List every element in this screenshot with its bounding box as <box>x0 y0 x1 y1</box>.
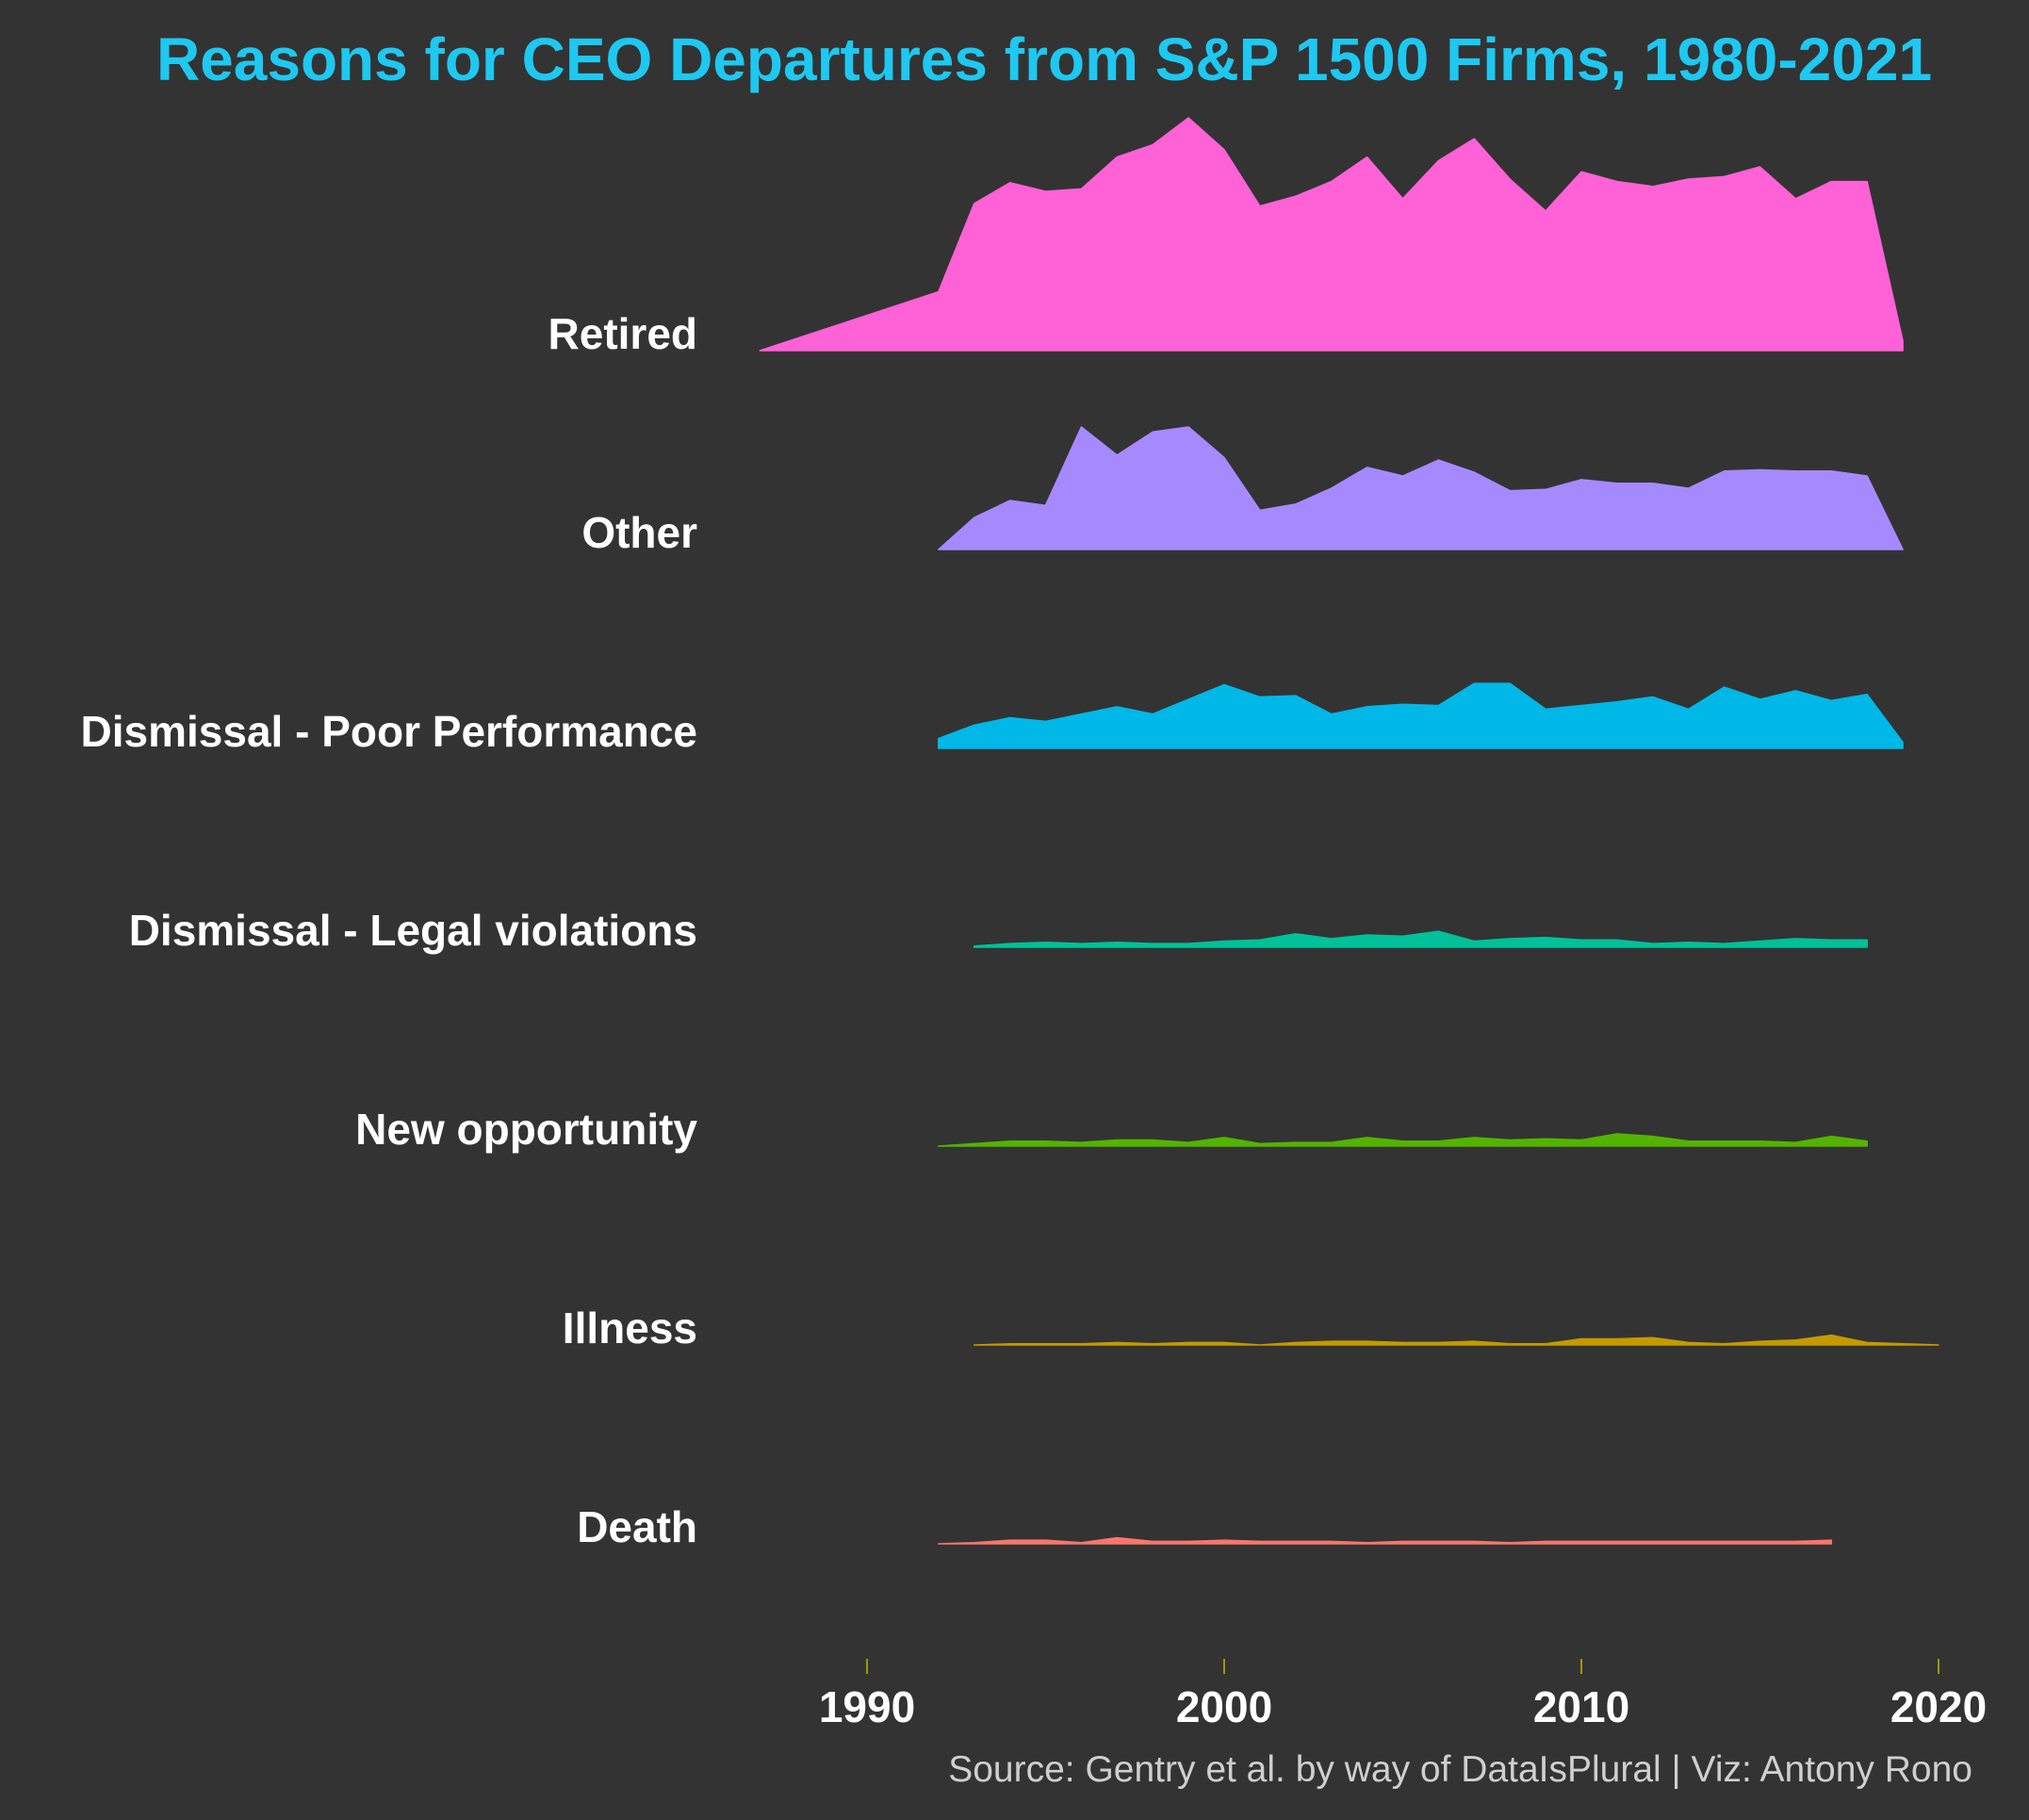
x-tick-label-1990: 1990 <box>819 1682 915 1731</box>
row-label-death: Death <box>577 1502 697 1551</box>
row-label-other: Other <box>581 508 697 557</box>
chart-title: Reasons for CEO Departures from S&P 1500… <box>156 25 1932 93</box>
ridge-dismissal-legal-violations <box>973 930 1868 948</box>
x-tick-label-2000: 2000 <box>1176 1682 1272 1731</box>
ridge-death <box>938 1536 1833 1545</box>
ridge-series-group <box>759 117 1939 1545</box>
row-labels-group: Retired Other Dismissal - Poor Performance… <box>81 309 698 1551</box>
row-label-retired: Retired <box>548 309 697 358</box>
row-label-dismissal-legal-violations: Dismissal - Legal violations <box>129 906 697 955</box>
row-label-new-opportunity: New opportunity <box>355 1105 697 1154</box>
ridge-illness <box>973 1334 1939 1346</box>
ridge-dismissal-poor-performance <box>938 682 1904 749</box>
x-axis: 1990 2000 2010 2020 <box>819 1659 1987 1731</box>
row-label-dismissal-poor-performance: Dismissal - Poor Performance <box>81 707 697 756</box>
chart-caption: Source: Gentry et al. by way of DataIsPl… <box>948 1749 1972 1790</box>
x-tick-label-2020: 2020 <box>1890 1682 1987 1731</box>
ridge-retired <box>759 117 1904 352</box>
row-label-illness: Illness <box>563 1304 697 1353</box>
x-tick-label-2010: 2010 <box>1533 1682 1629 1731</box>
ridge-new-opportunity <box>938 1133 1868 1147</box>
ridge-other <box>938 426 1904 550</box>
